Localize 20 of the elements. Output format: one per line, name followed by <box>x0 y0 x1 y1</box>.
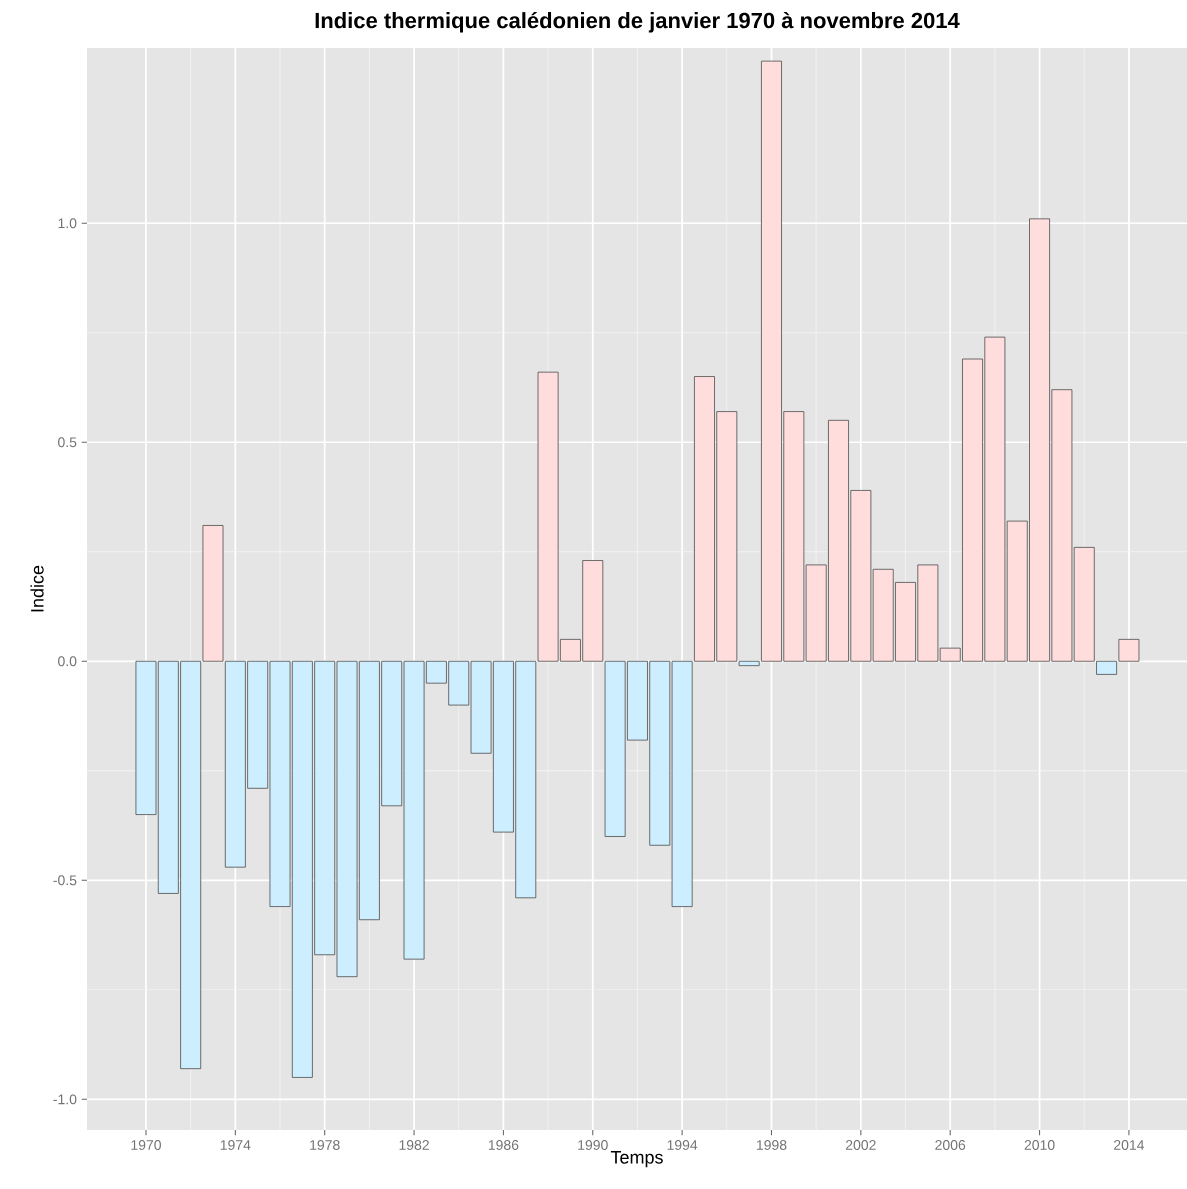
x-tick-label: 1998 <box>756 1140 787 1150</box>
x-tick-label: 1982 <box>399 1140 429 1150</box>
y-axis-title: Indice <box>30 565 44 612</box>
x-tick-label: 1994 <box>667 1140 698 1150</box>
y-tick-label: -1.0 <box>53 1094 77 1105</box>
x-tick-label: 1990 <box>578 1140 608 1150</box>
x-tick-label: 1978 <box>310 1140 340 1150</box>
x-axis-title: Temps <box>610 1151 663 1168</box>
y-tick-label: 0.0 <box>58 656 77 667</box>
x-tick-label: 2010 <box>1024 1140 1055 1150</box>
x-tick-label: 2002 <box>845 1140 876 1150</box>
x-tick-label: 1970 <box>131 1140 161 1150</box>
y-tick-label: 1.0 <box>58 218 77 229</box>
x-tick-label: 2006 <box>935 1140 966 1150</box>
y-tick-label: 0.5 <box>58 437 77 448</box>
chart-title: Indice thermique calédonien de janvier 1970 à novembre 2014 <box>315 11 960 33</box>
x-tick-label: 1986 <box>488 1140 519 1150</box>
x-tick-label: 1974 <box>220 1140 251 1150</box>
x-tick-label: 2014 <box>1114 1140 1145 1150</box>
y-tick-label: -0.5 <box>53 875 77 886</box>
